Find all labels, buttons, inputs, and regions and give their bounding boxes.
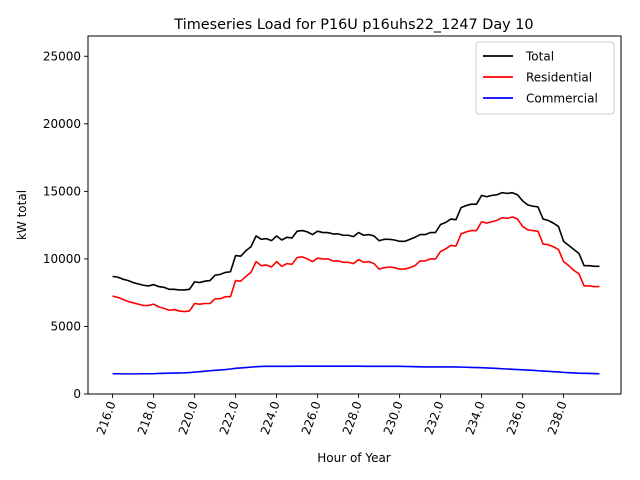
x-tick-label: 228.0 (340, 399, 365, 436)
y-axis-label: kW total (15, 190, 29, 240)
chart-title: Timeseries Load for P16U p16uhs22_1247 D… (173, 17, 533, 33)
x-tick-label: 222.0 (217, 399, 242, 436)
x-ticks: 216.0 218.0 220.0 222.0 224.0 226.0 228.0 230.0… (94, 394, 570, 437)
y-ticks: 0 5000 10000 15000 20000 25000 (43, 49, 88, 401)
series-line-total (112, 191, 600, 291)
x-tick-label: 218.0 (135, 399, 160, 436)
x-tick-label: 224.0 (258, 399, 283, 436)
legend-label-residential: Residential (526, 71, 592, 85)
x-tick-label: 236.0 (504, 399, 529, 436)
x-tick-label: 220.0 (176, 399, 201, 436)
series-line-residential (112, 216, 600, 313)
plot-frame (87, 35, 622, 395)
x-axis-label: Hour of Year (317, 451, 391, 465)
x-tick-label: 216.0 (94, 399, 119, 436)
legend-label-commercial: Commercial (526, 92, 598, 106)
legend-label-total: Total (525, 50, 554, 64)
legend: Total Residential Commercial (475, 41, 615, 115)
x-tick-label: 226.0 (299, 399, 324, 436)
y-tick-label: 10000 (43, 252, 81, 266)
y-tick-label: 25000 (43, 49, 81, 63)
legend-items: Total Residential Commercial (483, 50, 598, 106)
y-tick-label: 5000 (50, 319, 81, 333)
x-tick-label: 238.0 (545, 399, 570, 436)
y-tick-label: 0 (73, 387, 81, 401)
series-layer (112, 191, 600, 375)
x-tick-label: 230.0 (381, 399, 406, 436)
y-tick-label: 20000 (43, 117, 81, 131)
legend-frame (475, 41, 615, 115)
x-tick-label: 232.0 (422, 399, 447, 436)
y-tick-label: 15000 (43, 184, 81, 198)
x-tick-label: 234.0 (463, 399, 488, 436)
series-line-commercial (112, 365, 600, 375)
